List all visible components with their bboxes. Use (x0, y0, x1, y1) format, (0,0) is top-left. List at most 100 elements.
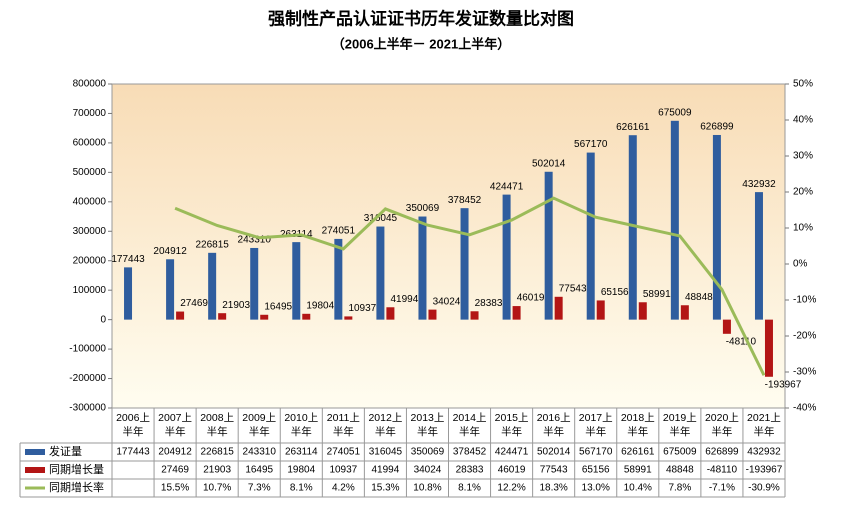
data-label: 27469 (180, 298, 208, 309)
data-label: -48110 (726, 336, 757, 347)
table-cell: 502014 (537, 447, 571, 458)
bar (260, 314, 269, 320)
y2-tick-label: 30% (793, 151, 813, 162)
x-tick-label: 2009上半年 (242, 412, 277, 438)
bar (502, 194, 511, 320)
table-cell: 378452 (453, 447, 487, 458)
data-label: 378452 (448, 195, 482, 206)
bar (670, 120, 679, 320)
table-cell: 675009 (663, 447, 697, 458)
y-tick-label: 100000 (73, 285, 107, 296)
bar (596, 300, 605, 320)
table-cell: 19804 (287, 465, 315, 476)
x-tick-label: 2007上半年 (158, 412, 193, 438)
table-cell: 316045 (369, 447, 403, 458)
data-label: 204912 (153, 246, 187, 257)
y2-tick-label: -10% (793, 295, 816, 306)
bar (376, 226, 385, 320)
data-label: 46019 (517, 293, 545, 304)
table-cell: 274051 (327, 447, 361, 458)
y2-tick-label: 20% (793, 187, 813, 198)
table-cell: -48110 (707, 465, 738, 476)
data-label: 16495 (264, 301, 292, 312)
table-cell: 243310 (243, 447, 277, 458)
y-tick-label: -300000 (69, 403, 106, 414)
x-tick-label: 2015上半年 (494, 412, 529, 438)
x-tick-label: 2014上半年 (452, 412, 487, 438)
data-label: 626161 (616, 122, 650, 133)
table-cell: 8.1% (458, 483, 481, 494)
bar (470, 311, 479, 320)
table-cell: 77543 (540, 465, 568, 476)
data-label: 274051 (322, 226, 356, 237)
table-cell: 177443 (116, 447, 150, 458)
table-cell: 204912 (158, 447, 192, 458)
bar (250, 247, 259, 320)
y2-tick-label: 10% (793, 223, 813, 234)
y-tick-label: 0 (100, 314, 106, 325)
table-cell: 21903 (203, 465, 231, 476)
x-tick-label: 2017上半年 (578, 412, 613, 438)
bar (208, 252, 217, 320)
table-cell: 16495 (245, 465, 273, 476)
x-tick-label: 2006上半年 (116, 412, 150, 438)
y-tick-label: 200000 (73, 255, 107, 266)
table-cell: 567170 (579, 447, 613, 458)
bar (428, 309, 437, 320)
chart-subtitle: （2006上半年－ 2021上半年） (332, 36, 510, 51)
table-cell: 28383 (456, 465, 484, 476)
table-cell: 7.3% (248, 483, 271, 494)
bar (334, 238, 343, 320)
bar (386, 307, 395, 320)
bar (544, 171, 553, 320)
data-label: 10937 (348, 303, 376, 314)
y-tick-label: 800000 (73, 79, 107, 90)
bar (512, 306, 521, 320)
bar (628, 135, 637, 320)
bar (754, 192, 763, 320)
bar (166, 259, 175, 320)
table-cell: 15.5% (161, 483, 189, 494)
table-cell: 18.3% (539, 483, 567, 494)
x-tick-label: 2011上半年 (326, 412, 360, 438)
data-label: 675009 (658, 107, 692, 118)
x-tick-label: 2020上半年 (704, 412, 739, 438)
y2-tick-label: 0% (793, 259, 808, 270)
y2-tick-label: -20% (793, 331, 816, 342)
x-tick-label: 2013上半年 (410, 412, 445, 438)
legend-label: 同期增长量 (49, 462, 104, 476)
table-cell: 27469 (161, 465, 189, 476)
table-cell: 65156 (582, 465, 610, 476)
data-label: 19804 (306, 300, 334, 311)
y-tick-label: 300000 (73, 226, 107, 237)
bar (418, 216, 427, 320)
chart-title: 强制性产品认证证书历年发证数量比对图 (268, 8, 574, 28)
table-cell: 10.8% (413, 483, 441, 494)
data-label: 41994 (391, 294, 419, 305)
bar (344, 316, 353, 320)
data-label: 177443 (111, 254, 145, 265)
data-label: 243310 (238, 235, 272, 246)
x-tick-label: 2018上半年 (620, 412, 655, 438)
data-label: 316045 (364, 213, 398, 224)
table-cell: 58991 (624, 465, 652, 476)
data-label: 48848 (685, 292, 713, 303)
bar (586, 152, 595, 320)
bar (712, 134, 721, 320)
x-tick-label: 2019上半年 (662, 412, 697, 438)
y-tick-label: 700000 (73, 108, 107, 119)
x-tick-label: 2008上半年 (200, 412, 235, 438)
table-cell: 10.4% (624, 483, 652, 494)
y-tick-label: 400000 (73, 196, 107, 207)
legend-swatch (25, 467, 45, 473)
table-cell: -193967 (746, 465, 783, 476)
bar (292, 242, 301, 320)
data-label: 226815 (195, 239, 229, 250)
data-label: 58991 (643, 289, 671, 300)
data-label: 350069 (406, 203, 440, 214)
bar (302, 313, 311, 320)
table-cell: 226815 (200, 447, 234, 458)
table-cell: 432932 (747, 447, 781, 458)
x-tick-label: 2021上半年 (747, 412, 781, 438)
